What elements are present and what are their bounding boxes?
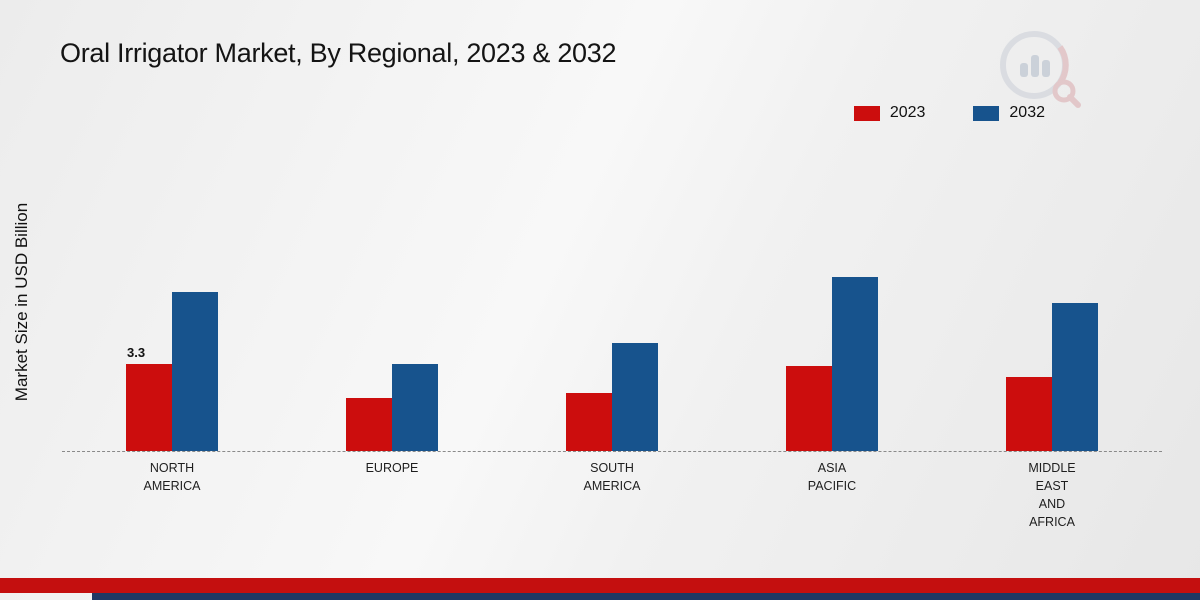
bar-2032 <box>832 277 878 451</box>
bar-group <box>532 343 692 451</box>
x-tick: NORTH AMERICA <box>143 461 201 494</box>
y-axis-label: Market Size in USD Billion <box>12 202 31 402</box>
bar-2023 <box>1006 377 1052 451</box>
x-tick: ASIA PACIFIC <box>807 461 857 494</box>
bar-2032 <box>172 292 218 451</box>
bar-2032 <box>1052 303 1098 451</box>
footer-navy-band <box>92 593 1200 600</box>
legend-swatch-2023 <box>853 105 880 121</box>
bar-group <box>972 303 1132 451</box>
legend-item-2032: 2032 <box>973 104 1045 122</box>
bar-value-label: 3.3 <box>127 345 146 360</box>
legend-label-2032: 2032 <box>1009 104 1045 121</box>
brand-logo-icon <box>990 25 1082 114</box>
bar-2023 <box>786 366 832 451</box>
x-tick: MIDDLE EAST AND AFRICA <box>1028 461 1076 530</box>
legend-item-2023: 2023 <box>853 104 926 122</box>
bar-group <box>752 277 912 451</box>
bar-2023: 3.3 <box>126 345 172 451</box>
footer-red-band <box>0 578 1200 593</box>
bar-group: 3.3 <box>92 292 252 451</box>
x-axis-ticks: NORTH AMERICA EUROPE SOUTH AMERICA ASIA PAC… <box>62 452 1162 532</box>
legend: 2023 2032 <box>853 104 1045 122</box>
plot-area: 3.3 <box>62 267 1162 452</box>
bar-chart: 3.3 NORTH AMERICA EUROPE SOUTH AMERICA ASIA… <box>62 267 1162 532</box>
bar-group <box>312 364 472 451</box>
x-tick: EUROPE <box>365 461 419 475</box>
bar-2032 <box>392 364 438 451</box>
x-tick: SOUTH AMERICA <box>583 461 641 494</box>
bar-2023 <box>346 398 392 451</box>
legend-swatch-2032 <box>973 105 1000 121</box>
legend-label-2023: 2023 <box>889 104 926 121</box>
bar-2032 <box>612 343 658 451</box>
chart-title: Oral Irrigator Market, By Regional, 2023… <box>60 38 617 68</box>
bar-2023 <box>566 393 612 451</box>
